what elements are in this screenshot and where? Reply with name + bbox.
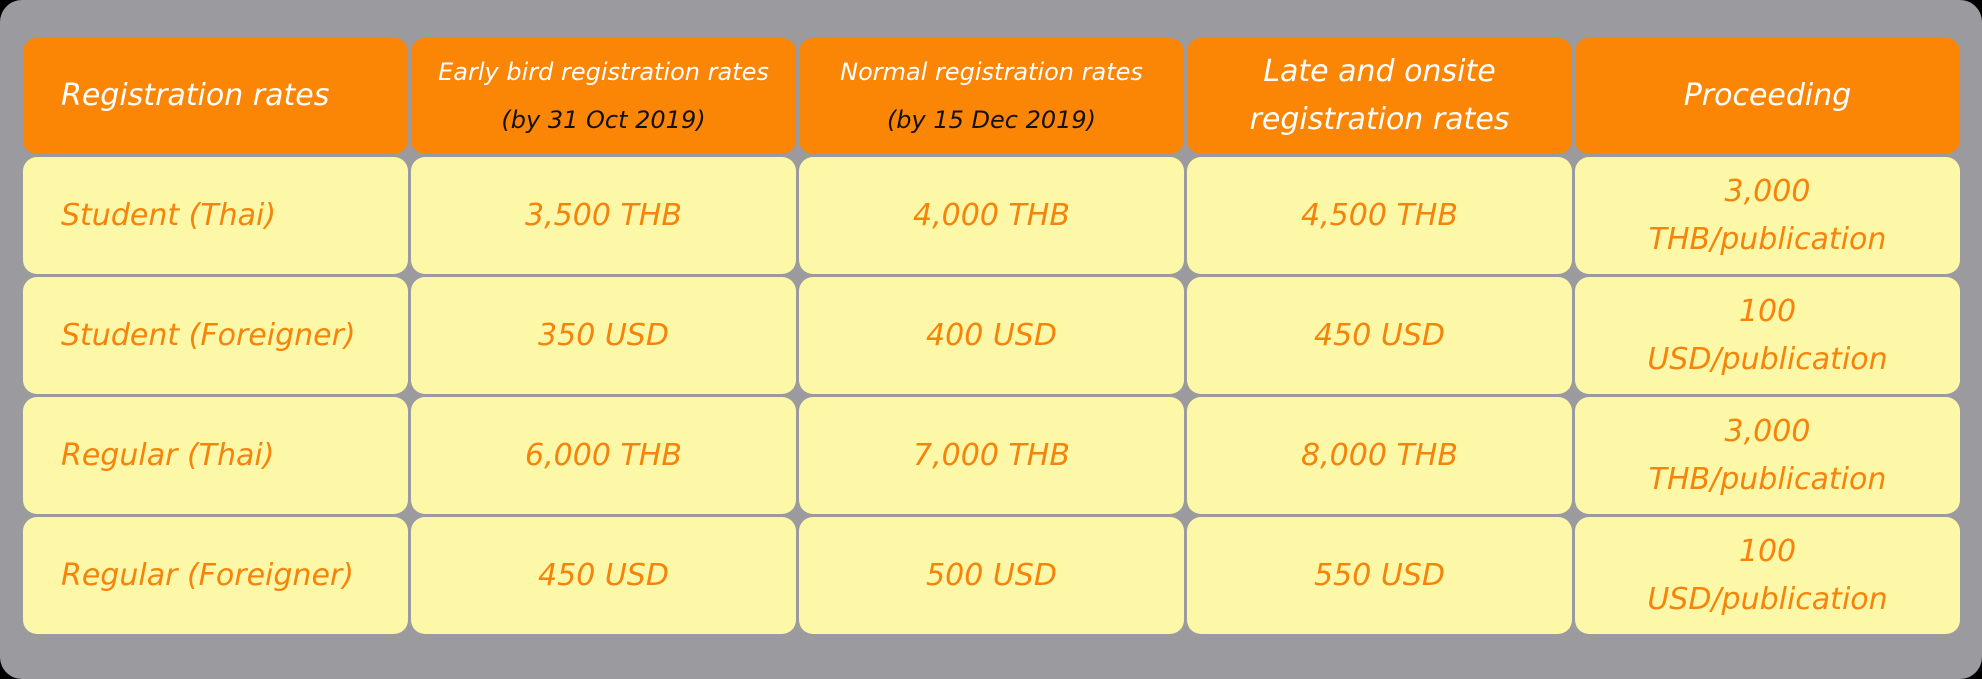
header-normal: Normal registration rates (by 15 Dec 201… <box>799 38 1184 154</box>
header-proceeding: Proceeding <box>1575 38 1960 154</box>
normal-rate-value: 4,000 THB <box>913 197 1070 233</box>
early-rate-value: 6,000 THB <box>525 437 682 473</box>
header-early-bird: Early bird registration rates (by 31 Oct… <box>411 38 796 154</box>
late-rate-value: 450 USD <box>1314 317 1445 353</box>
late-rate-value: 4,500 THB <box>1301 197 1458 233</box>
normal-rate-value: 500 USD <box>926 557 1057 593</box>
row-type-cell: Student (Thai) <box>23 157 408 274</box>
late-rate-cell: 450 USD <box>1187 277 1572 394</box>
late-rate-cell: 4,500 THB <box>1187 157 1572 274</box>
late-rate-value: 550 USD <box>1314 557 1445 593</box>
late-rate-value: 8,000 THB <box>1301 437 1458 473</box>
header-registration-rates: Registration rates <box>23 38 408 154</box>
normal-rate-cell: 400 USD <box>799 277 1184 394</box>
early-rate-cell: 3,500 THB <box>411 157 796 274</box>
early-rate-value: 450 USD <box>538 557 669 593</box>
proceeding-fee-cell: 100 USD/publication <box>1575 517 1960 634</box>
header-late-onsite: Late and onsite registration rates <box>1187 38 1572 154</box>
row-type-cell: Regular (Thai) <box>23 397 408 514</box>
proceeding-fee-unit: THB/publication <box>1648 221 1887 257</box>
header-late-onsite-line2: registration rates <box>1249 102 1510 137</box>
row-type-label: Student (Thai) <box>61 197 277 233</box>
early-rate-cell: 350 USD <box>411 277 796 394</box>
normal-rate-value: 400 USD <box>926 317 1057 353</box>
early-rate-value: 350 USD <box>538 317 669 353</box>
normal-rate-cell: 7,000 THB <box>799 397 1184 514</box>
proceeding-fee-amount: 100 <box>1738 293 1797 329</box>
header-normal-title: Normal registration rates <box>840 58 1143 86</box>
proceeding-fee-unit: USD/publication <box>1647 341 1888 377</box>
header-early-bird-title: Early bird registration rates <box>438 58 769 86</box>
proceeding-fee-cell: 3,000 THB/publication <box>1575 157 1960 274</box>
proceeding-fee-amount: 3,000 <box>1724 173 1811 209</box>
proceeding-fee-cell: 3,000 THB/publication <box>1575 397 1960 514</box>
proceeding-fee-amount: 3,000 <box>1724 413 1811 449</box>
early-rate-cell: 450 USD <box>411 517 796 634</box>
row-type-label: Regular (Thai) <box>61 437 275 473</box>
row-type-label: Regular (Foreigner) <box>61 557 354 593</box>
proceeding-fee-cell: 100 USD/publication <box>1575 277 1960 394</box>
header-early-bird-deadline: (by 31 Oct 2019) <box>501 106 706 134</box>
early-rate-value: 3,500 THB <box>525 197 682 233</box>
late-rate-cell: 550 USD <box>1187 517 1572 634</box>
normal-rate-cell: 4,000 THB <box>799 157 1184 274</box>
header-proceeding-label: Proceeding <box>1683 78 1852 113</box>
late-rate-cell: 8,000 THB <box>1187 397 1572 514</box>
row-type-cell: Regular (Foreigner) <box>23 517 408 634</box>
proceeding-fee-amount: 100 <box>1738 533 1797 569</box>
header-normal-deadline: (by 15 Dec 2019) <box>886 106 1097 134</box>
proceeding-fee-unit: THB/publication <box>1648 461 1887 497</box>
registration-rates-table: Registration rates Early bird registrati… <box>23 38 1960 634</box>
header-late-onsite-line1: Late and onsite <box>1263 54 1496 89</box>
early-rate-cell: 6,000 THB <box>411 397 796 514</box>
normal-rate-value: 7,000 THB <box>913 437 1070 473</box>
normal-rate-cell: 500 USD <box>799 517 1184 634</box>
row-type-label: Student (Foreigner) <box>61 317 356 353</box>
proceeding-fee-unit: USD/publication <box>1647 581 1888 617</box>
row-type-cell: Student (Foreigner) <box>23 277 408 394</box>
header-registration-rates-label: Registration rates <box>61 78 330 113</box>
